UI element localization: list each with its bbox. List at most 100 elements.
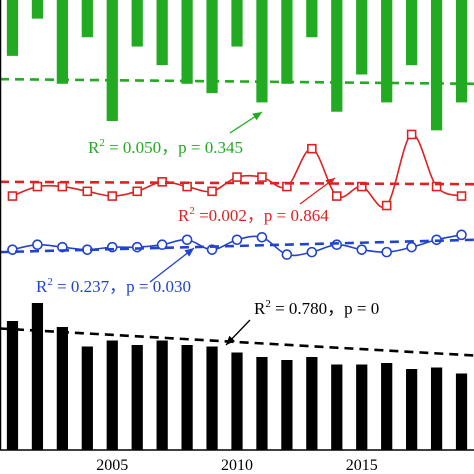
circle-marker xyxy=(181,234,193,246)
bar xyxy=(81,0,93,38)
bar xyxy=(181,0,193,84)
trend-line xyxy=(0,327,474,357)
blue-r2-stats: = 0.237，p = 0.030 xyxy=(53,277,191,296)
bar xyxy=(381,363,393,450)
bar xyxy=(131,345,143,450)
square-marker xyxy=(157,177,167,187)
bar xyxy=(281,360,293,450)
black-r2-stats: = 0.780，p = 0 xyxy=(271,299,379,318)
bar xyxy=(56,0,68,84)
x-tick-label: 2015 xyxy=(346,457,378,474)
bar xyxy=(6,321,19,450)
trend-line xyxy=(0,180,474,186)
red-r2-label: R xyxy=(178,206,190,225)
x-tick-label: 2010 xyxy=(221,457,253,474)
bar xyxy=(256,357,268,450)
annotation-arrows xyxy=(149,111,336,346)
blue-series-annotation: R2 = 0.237，p = 0.030 xyxy=(36,276,191,296)
bar xyxy=(106,0,118,122)
circle-marker xyxy=(406,241,417,253)
plot-content xyxy=(0,0,474,450)
bar xyxy=(406,369,418,450)
bar xyxy=(356,0,368,75)
bar xyxy=(156,0,168,66)
green-r2-label: R xyxy=(88,138,100,157)
bar xyxy=(281,0,293,84)
square-marker xyxy=(132,186,143,197)
square-marker xyxy=(57,181,68,192)
blue-r2-label: R xyxy=(36,277,48,296)
bar xyxy=(31,303,44,450)
square-marker xyxy=(7,191,18,201)
bar xyxy=(206,346,218,450)
square-marker xyxy=(32,181,43,192)
circle-marker xyxy=(231,234,243,246)
bar xyxy=(156,340,168,450)
series-3 xyxy=(0,303,474,450)
square-marker xyxy=(257,172,267,182)
square-marker xyxy=(331,191,342,201)
square-marker xyxy=(431,181,442,192)
circle-marker xyxy=(281,249,293,260)
x-tick-label: 2005 xyxy=(96,457,128,474)
bar xyxy=(231,0,243,47)
trend-line xyxy=(0,77,474,86)
annotations: R2 = 0.050，p = 0.345 R2 =0.002，p = 0.864… xyxy=(36,111,379,346)
black-series-annotation: R2 = 0.780，p = 0 xyxy=(254,298,379,318)
red-series-annotation: R2 =0.002，p = 0.864 xyxy=(178,205,329,225)
bar xyxy=(430,367,443,450)
green-r2-superscript: 2 xyxy=(99,137,105,149)
circle-marker xyxy=(7,244,18,255)
circle-marker xyxy=(32,239,43,251)
blue-r2-superscript: 2 xyxy=(47,276,53,288)
square-marker xyxy=(232,172,242,182)
bar xyxy=(306,357,318,450)
square-marker xyxy=(307,143,317,154)
square-marker xyxy=(107,191,118,201)
red-r2-superscript: 2 xyxy=(189,205,195,217)
bar xyxy=(430,0,443,131)
bar xyxy=(181,345,193,450)
black-r2-label: R xyxy=(254,299,266,318)
circle-marker xyxy=(381,246,392,258)
circle-marker xyxy=(156,239,168,251)
series-2 xyxy=(0,229,474,260)
bar xyxy=(106,340,118,450)
blue-arrow-shaft xyxy=(149,247,195,283)
black-r2-superscript: 2 xyxy=(265,298,271,310)
square-marker xyxy=(207,186,217,197)
bar xyxy=(455,0,468,103)
green-arrow-head xyxy=(252,112,262,121)
trend-line xyxy=(0,238,474,254)
bar xyxy=(131,0,143,47)
square-marker xyxy=(406,129,417,140)
bar xyxy=(381,0,393,103)
red-arrow-head xyxy=(325,178,335,187)
circle-marker xyxy=(306,246,318,258)
bar xyxy=(306,0,318,38)
bar xyxy=(6,0,19,56)
bar xyxy=(231,352,243,450)
circle-marker xyxy=(356,244,368,255)
series-1 xyxy=(0,129,474,211)
bar xyxy=(406,0,418,66)
square-marker xyxy=(82,186,93,197)
bar xyxy=(256,0,268,103)
bar xyxy=(56,327,68,450)
black-arrow-head xyxy=(226,335,236,345)
bar xyxy=(331,0,343,112)
green-r2-stats: = 0.050，p = 0.345 xyxy=(105,138,243,157)
bar xyxy=(455,373,468,450)
bar xyxy=(356,364,368,450)
green-series-annotation: R2 = 0.050，p = 0.345 xyxy=(88,137,243,157)
circle-marker xyxy=(256,231,268,243)
bar xyxy=(31,0,44,19)
square-marker xyxy=(381,200,392,211)
bar xyxy=(81,346,93,450)
bar xyxy=(331,364,343,450)
bar xyxy=(206,0,218,94)
series-0 xyxy=(0,0,474,131)
blue-arrow-head xyxy=(184,248,194,257)
